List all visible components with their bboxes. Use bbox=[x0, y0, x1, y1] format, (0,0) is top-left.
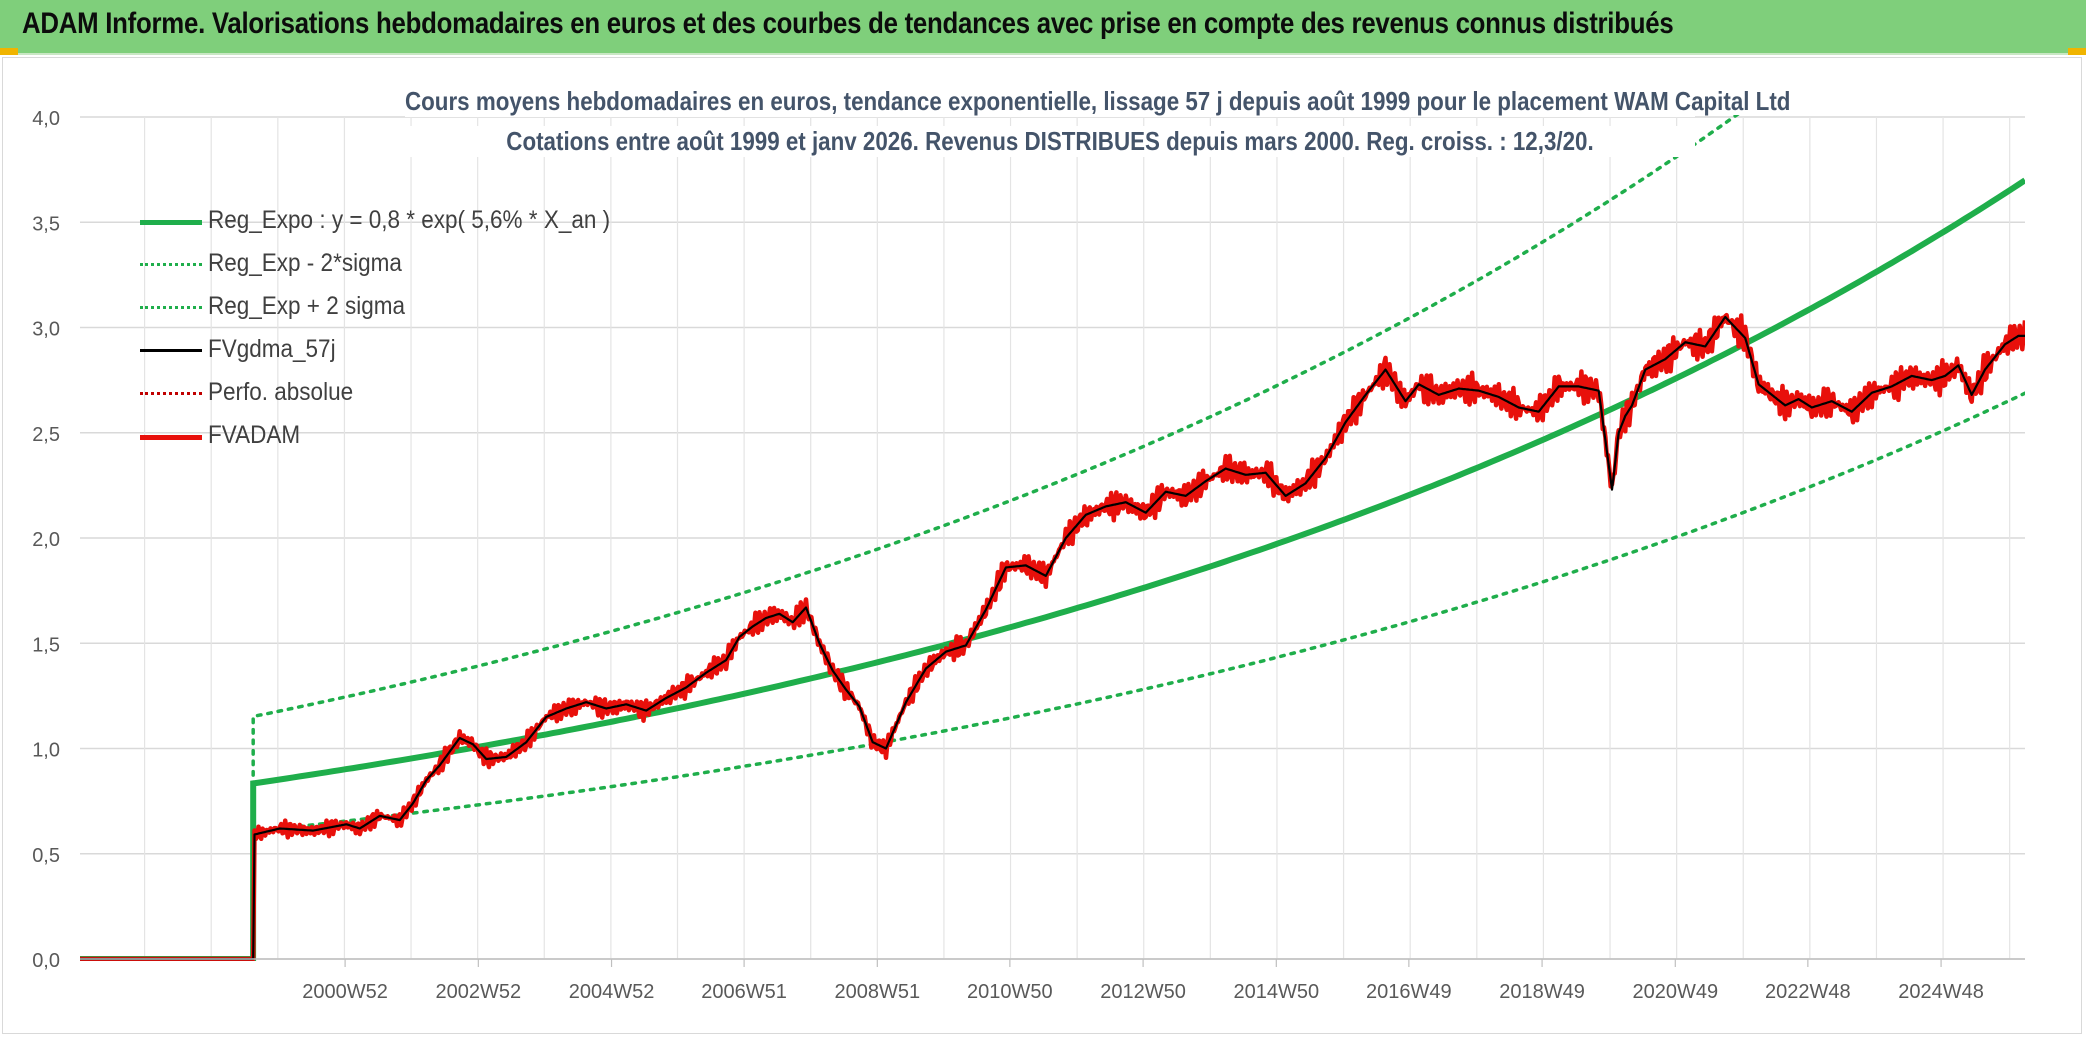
y-tick-label: 1,5 bbox=[32, 634, 60, 656]
x-tick-label: 2008W51 bbox=[835, 981, 921, 1003]
corner-mark-left bbox=[0, 48, 18, 55]
x-tick-label: 2018W49 bbox=[1499, 981, 1585, 1003]
legend-swatch bbox=[140, 306, 202, 309]
legend-swatch bbox=[140, 435, 202, 440]
x-tick-label: 2014W50 bbox=[1233, 981, 1319, 1003]
series-trend-line bbox=[80, 177, 2025, 961]
legend-label: Reg_Exp + 2 sigma bbox=[208, 292, 405, 320]
series-smoothed-line bbox=[80, 315, 2025, 961]
series-clip-group bbox=[80, 115, 2025, 961]
y-tick-label: 1,0 bbox=[32, 740, 60, 762]
x-tick-label: 2000W52 bbox=[302, 981, 388, 1003]
series-lower-band bbox=[80, 391, 2025, 961]
x-tick-label: 2004W52 bbox=[569, 981, 655, 1003]
y-tick-label: 3,0 bbox=[32, 319, 60, 341]
header-banner: ADAM Informe. Valorisations hebdomadaire… bbox=[0, 0, 2086, 55]
x-tick-label: 2006W51 bbox=[701, 981, 787, 1003]
axis-layer: 0,0 0,5 1,0 1,5 2,0 2,5 3,0 3,5 4,0 2000W52 2002W5… bbox=[32, 108, 2025, 1003]
y-tick-label: 0,0 bbox=[32, 950, 60, 972]
x-tick-label: 2016W49 bbox=[1366, 981, 1452, 1003]
chart-frame bbox=[2, 57, 2082, 1034]
y-tick-label: 2,5 bbox=[32, 424, 60, 446]
legend-swatch bbox=[140, 220, 202, 225]
chart-title: Cours moyens hebdomadaires en euros, ten… bbox=[405, 86, 1791, 117]
x-tick-label: 2010W50 bbox=[967, 981, 1053, 1003]
x-tick-label: 2020W49 bbox=[1632, 981, 1718, 1003]
legend-label: Reg_Exp - 2*sigma bbox=[208, 249, 402, 277]
grid-lines bbox=[80, 116, 2025, 960]
y-tick-label: 4,0 bbox=[32, 108, 60, 130]
y-tick-label: 2,0 bbox=[32, 529, 60, 551]
legend-label: Perfo. absolue bbox=[208, 378, 354, 406]
legend-swatch bbox=[140, 263, 202, 266]
y-tick-label: 3,5 bbox=[32, 213, 60, 235]
series-layer bbox=[80, 115, 2025, 961]
x-tick-label: 2012W50 bbox=[1100, 981, 1186, 1003]
legend-swatch bbox=[140, 349, 202, 352]
x-tick-label: 2002W52 bbox=[436, 981, 522, 1003]
legend-label: Reg_Expo : y = 0,8 * exp( 5,6% * X_an ) bbox=[208, 206, 611, 234]
legend-label: FVADAM bbox=[208, 421, 301, 449]
series-upper-band bbox=[80, 115, 1740, 961]
series-price-line bbox=[80, 312, 2025, 961]
chart-subtitle: Cotations entre août 1999 et janv 2026. … bbox=[405, 126, 1695, 157]
page-title: ADAM Informe. Valorisations hebdomadaire… bbox=[22, 7, 1674, 40]
x-tick-label: 2024W48 bbox=[1898, 981, 1984, 1003]
legend-label: FVgdma_57j bbox=[208, 335, 336, 363]
corner-mark-right bbox=[2068, 48, 2086, 55]
legend-swatch bbox=[140, 392, 202, 395]
x-tick-label: 2022W48 bbox=[1765, 981, 1851, 1003]
y-tick-label: 0,5 bbox=[32, 845, 60, 867]
